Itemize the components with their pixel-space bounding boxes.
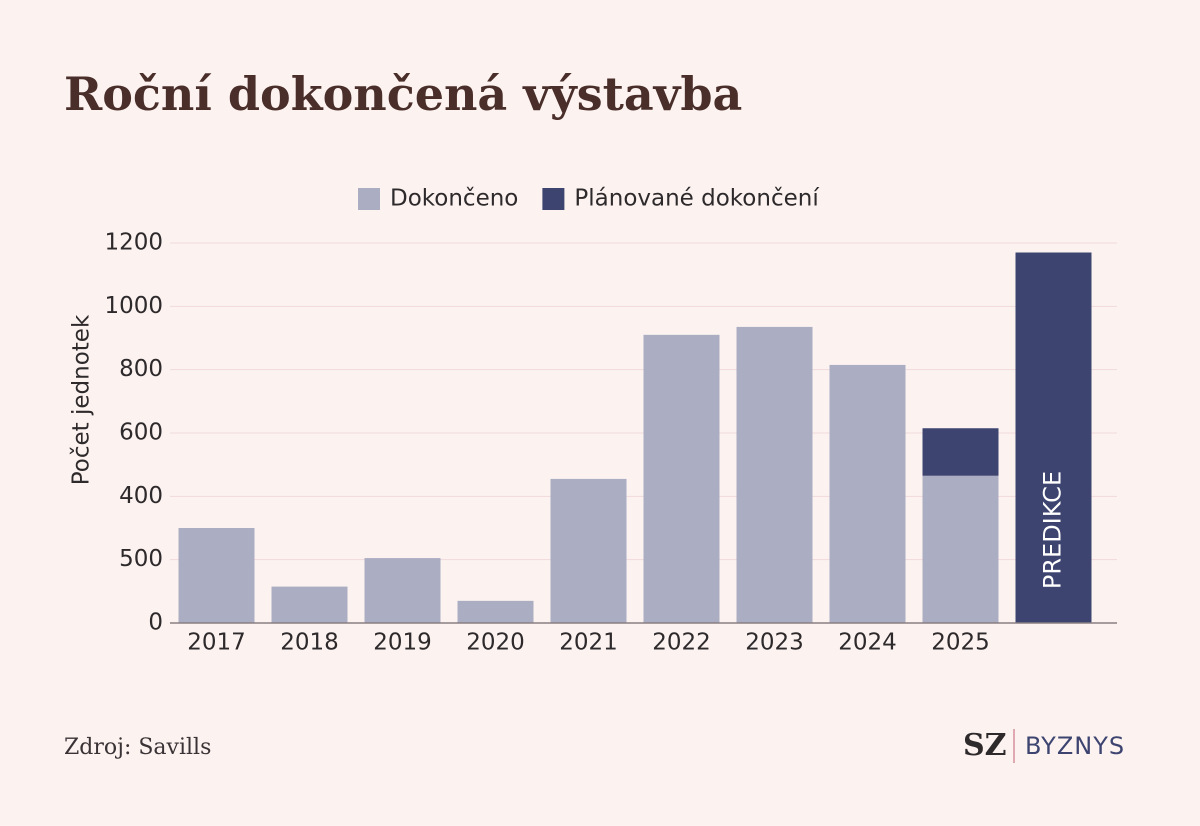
- x-tick-label: 2018: [280, 630, 339, 656]
- y-tick-label: 1200: [104, 230, 163, 256]
- logo-section: BYZNYS: [1025, 732, 1125, 760]
- legend-swatch: [358, 188, 380, 210]
- y-tick-label: 0: [148, 610, 163, 636]
- y-tick-label: 400: [119, 483, 163, 509]
- bar: [457, 600, 534, 623]
- x-tick-label: 2024: [838, 630, 897, 656]
- bar: [178, 528, 255, 623]
- x-tick-label: 2022: [652, 630, 711, 656]
- y-tick-label: 500: [119, 546, 163, 572]
- x-tick-label: 2025: [931, 630, 990, 656]
- bar: [829, 364, 906, 623]
- y-tick-label: 800: [119, 356, 163, 382]
- legend-swatch: [542, 188, 565, 210]
- x-tick-label: 2019: [373, 630, 432, 656]
- annotation: PREDIKCE: [1039, 471, 1067, 589]
- x-tick-label: 2023: [745, 630, 804, 656]
- bar: [736, 326, 813, 623]
- y-tick-label: 1000: [104, 293, 163, 319]
- chart-title: Roční dokončená výstavba: [64, 67, 742, 121]
- x-tick-label: 2021: [559, 630, 618, 656]
- bar: [271, 586, 348, 623]
- bar: [922, 428, 999, 476]
- x-tick-label: 2020: [466, 630, 525, 656]
- bar: [364, 558, 441, 623]
- legend-label: Dokončeno: [390, 186, 518, 212]
- legend-label: Plánované dokončení: [574, 186, 819, 212]
- source: Zdroj: Savills: [64, 735, 211, 760]
- bar: [550, 478, 627, 623]
- y-axis-label: Počet jednotek: [69, 314, 95, 485]
- bar: [922, 475, 999, 623]
- bar: [643, 334, 720, 623]
- logo: SZ: [963, 728, 1007, 763]
- y-tick-label: 600: [119, 420, 163, 446]
- bar: [1015, 252, 1092, 623]
- x-tick-label: 2017: [187, 630, 246, 656]
